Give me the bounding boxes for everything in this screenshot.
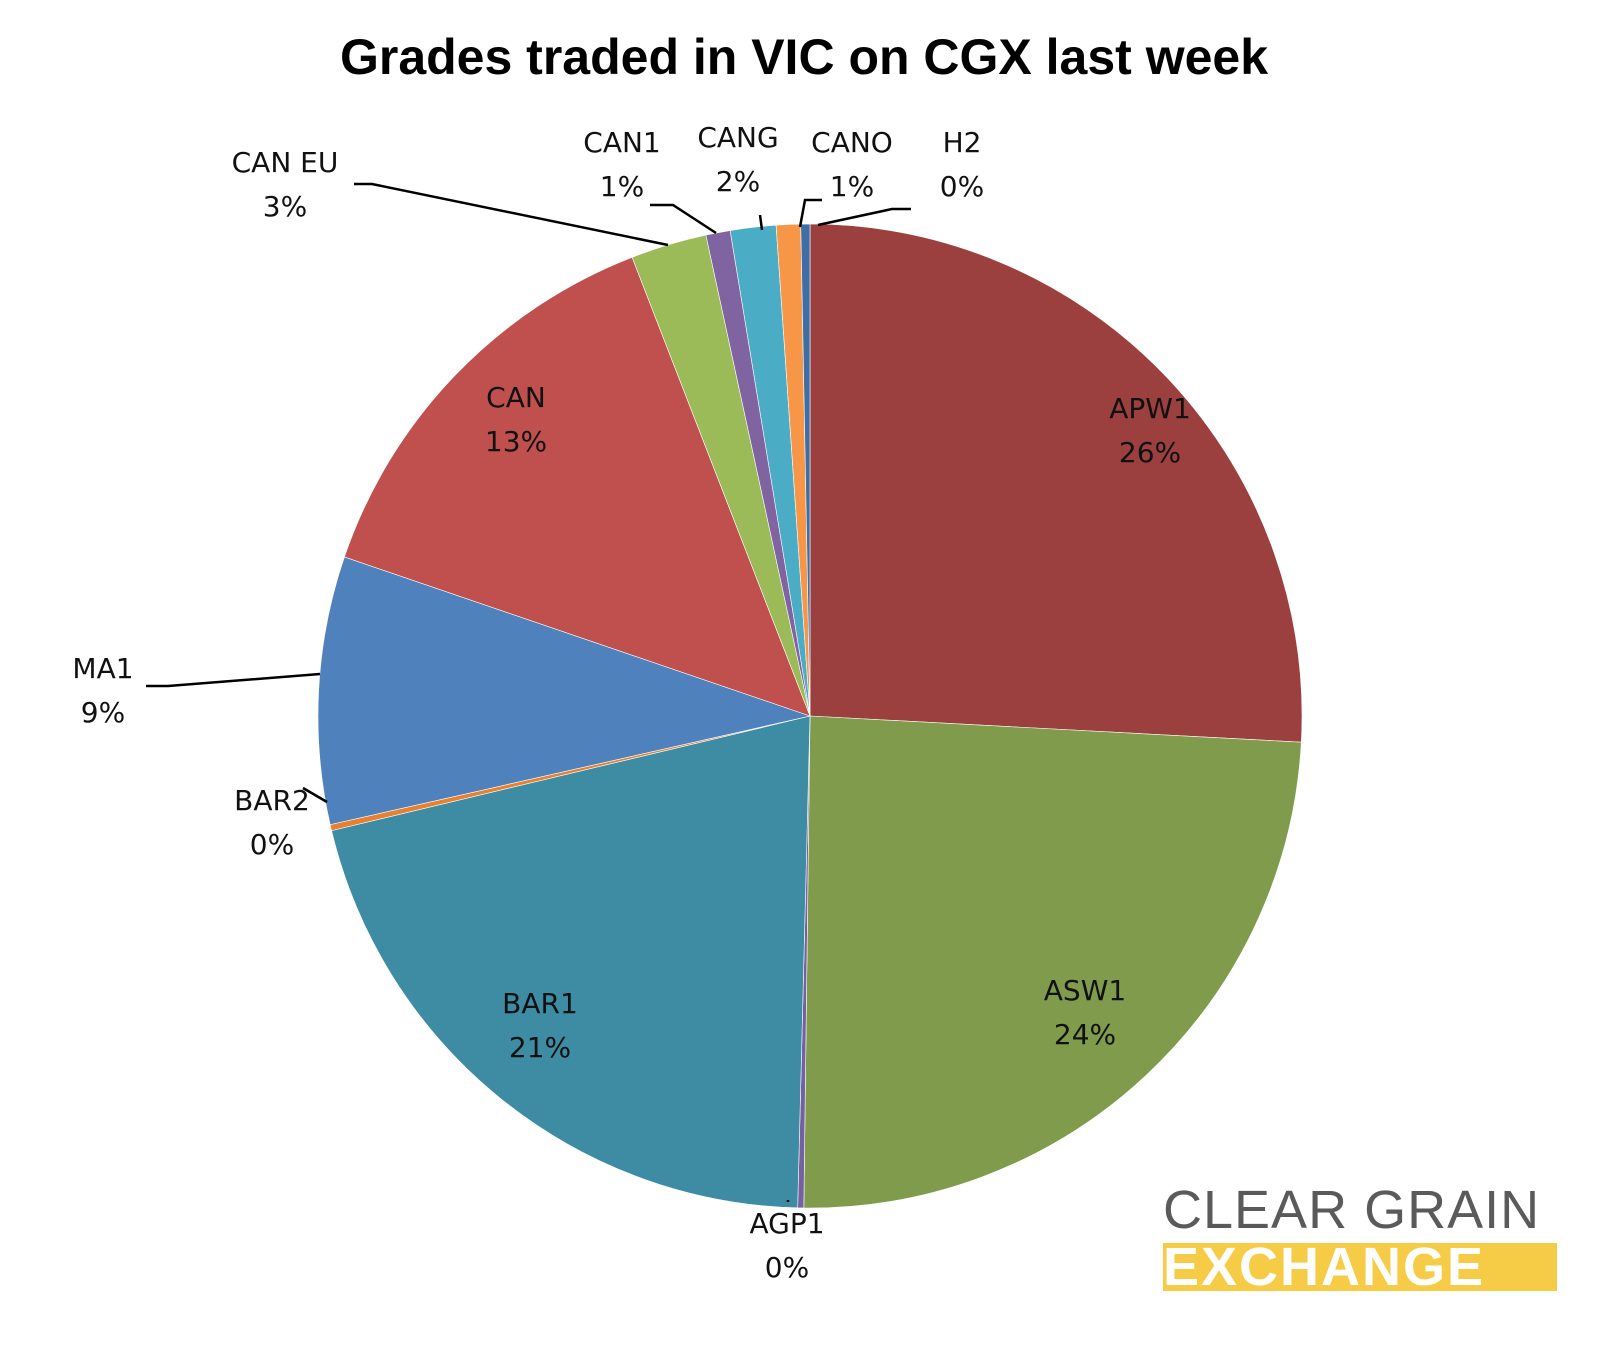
slice-label-percent: 26% [1119,436,1181,469]
slice-label-can: CAN 13% [485,381,547,458]
slice-label-ma1: MA1 9% [72,652,133,729]
slice-label-percent: 9% [81,696,125,729]
logo-text-top: CLEAR GRAIN [1163,1180,1541,1240]
slice-label-percent: 3% [263,190,307,223]
slice-label-bar2: BAR2 0% [234,784,310,861]
slice-label-percent: 0% [250,828,294,861]
slice-label-cano: CANO 1% [811,126,893,203]
slice-label-name: CAN1 [583,126,660,159]
pie-slice-ma1 [317,556,812,825]
slice-label-name: CAN [486,381,546,414]
slice-label-percent: 0% [765,1251,809,1284]
slice-label-name: ASW1 [1044,974,1126,1007]
pie-slice-bar1 [331,715,811,1209]
slice-label-name: H2 [943,126,982,159]
pie-slice-apw1 [809,223,1303,743]
leader-line-cang [758,214,764,231]
leader-line-cano [798,198,822,228]
slice-label-can-eu: CAN EU 3% [232,146,339,223]
leader-line-can-eu [354,182,669,247]
slice-label-name: APW1 [1109,392,1191,425]
slice-label-percent: 24% [1054,1018,1116,1051]
slice-label-percent: 0% [940,170,984,203]
slice-label-name: MA1 [72,652,133,685]
slice-label-percent: 13% [485,425,547,458]
slice-label-percent: 1% [830,170,874,203]
leader-line-ma1 [146,672,321,688]
chart-title: Grades traded in VIC on CGX last week [339,29,1269,85]
slice-label-apw1: APW1 26% [1109,392,1191,469]
slice-labels: APW1 26%ASW1 24%AGP1 0%BAR1 21%BAR2 0%MA1 9%CA… [72,121,1190,1284]
slice-label-name: BAR1 [502,987,578,1020]
slice-label-name: CAN EU [232,146,339,179]
slice-label-asw1: ASW1 24% [1044,974,1126,1051]
slice-label-bar1: BAR1 21% [502,987,578,1064]
slice-label-name: BAR2 [234,784,310,817]
slice-label-can1: CAN1 1% [583,126,660,203]
pie-slice-can [344,256,811,717]
slice-label-cang: CANG 2% [697,121,778,198]
slice-label-agp1: AGP1 0% [749,1207,824,1284]
slice-label-h2: H2 0% [940,126,984,203]
pie-slices [317,223,1303,1209]
slice-label-percent: 2% [716,165,760,198]
slice-label-percent: 21% [509,1031,571,1064]
leader-line-bar2 [302,786,328,804]
logo-text-bottom: EXCHANGE [1163,1243,1557,1291]
slice-label-percent: 1% [600,170,644,203]
slice-label-name: CANO [811,126,893,159]
leader-line-h2 [817,207,911,227]
pie-slice-asw1 [803,715,1302,1209]
leader-line-can1 [650,203,717,235]
clear-grain-exchange-logo: CLEAR GRAIN EXCHANGE [1163,1183,1559,1293]
slice-label-name: AGP1 [749,1207,824,1240]
slice-label-name: CANG [697,121,778,154]
leader-lines [146,182,911,1202]
